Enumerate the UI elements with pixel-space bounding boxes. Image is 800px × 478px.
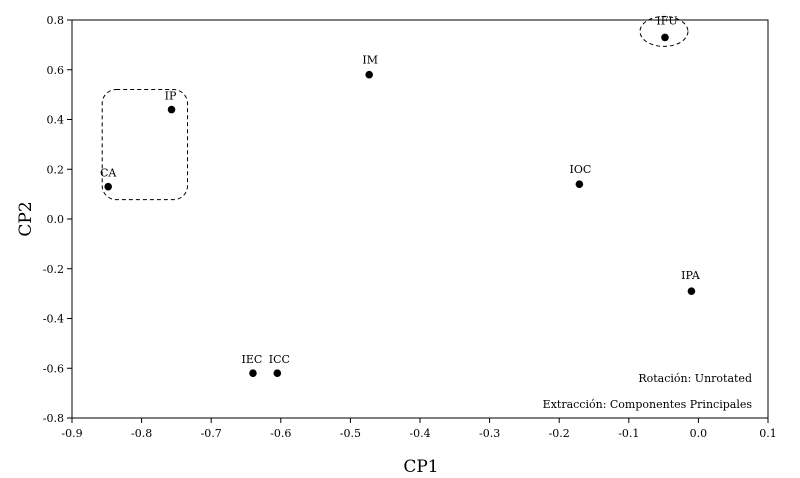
point-label-ipa: IPA <box>681 269 701 282</box>
y-tick-label: -0.4 <box>43 313 64 326</box>
group-highlight-ip-ca <box>101 89 189 201</box>
y-tick-label: -0.2 <box>43 263 64 276</box>
point-label-iec: IEC <box>242 353 263 366</box>
y-tick-label: 0.0 <box>47 213 65 226</box>
x-tick-label: 0.1 <box>759 427 777 440</box>
highlight-groups <box>101 15 689 201</box>
annotation-extraction: Extracción: Componentes Principales <box>543 398 753 411</box>
data-point-iec <box>249 369 257 378</box>
axes <box>71 19 769 419</box>
x-tick-label: -0.5 <box>340 427 361 440</box>
x-tick-label: -0.6 <box>270 427 291 440</box>
point-label-ca: CA <box>100 167 117 180</box>
x-tick-label: -0.9 <box>61 427 82 440</box>
y-axis-title: CP2 <box>16 201 36 236</box>
point-labels: IFU IM IP CA IOC IPA IEC ICC <box>100 14 701 366</box>
point-label-ioc: IOC <box>569 163 591 176</box>
y-tick-label: 0.6 <box>47 64 65 77</box>
x-axis-ticks: -0.9 -0.8 -0.7 -0.6 -0.5 -0.4 -0.3 -0.2 -0.1 0.0 0… <box>61 418 777 440</box>
x-tick-label: -0.3 <box>479 427 500 440</box>
y-axis-ticks: 0.8 0.6 0.4 0.2 0.0 -0.2 -0.4 -0.6 -0.8 <box>43 14 72 425</box>
annotation-rotation: Rotación: Unrotated <box>638 372 752 385</box>
x-tick-label: -0.7 <box>201 427 222 440</box>
point-label-ifu: IFU <box>656 14 677 27</box>
y-tick-label: 0.2 <box>47 163 65 176</box>
x-tick-label: -0.2 <box>549 427 570 440</box>
y-tick-label: -0.6 <box>43 362 64 375</box>
data-point-ip <box>167 105 176 114</box>
data-points <box>104 33 696 378</box>
data-point-ioc <box>575 180 584 188</box>
data-point-ifu <box>661 33 669 42</box>
point-label-im: IM <box>362 54 378 67</box>
y-tick-label: 0.8 <box>47 14 65 27</box>
data-point-ipa <box>687 287 696 295</box>
y-tick-label: -0.8 <box>43 412 64 425</box>
plot-frame <box>71 19 769 419</box>
x-tick-label: -0.1 <box>618 427 639 440</box>
data-point-im <box>365 70 373 79</box>
data-point-icc <box>273 369 282 378</box>
x-tick-label: 0.0 <box>690 427 708 440</box>
y-tick-label: 0.4 <box>47 114 65 127</box>
x-tick-label: -0.4 <box>409 427 430 440</box>
x-tick-label: -0.8 <box>131 427 152 440</box>
point-label-icc: ICC <box>269 353 290 366</box>
group-highlight-ifu <box>639 15 689 47</box>
x-axis-title: CP1 <box>403 457 438 477</box>
data-point-ca <box>104 182 112 191</box>
point-label-ip: IP <box>165 90 177 103</box>
